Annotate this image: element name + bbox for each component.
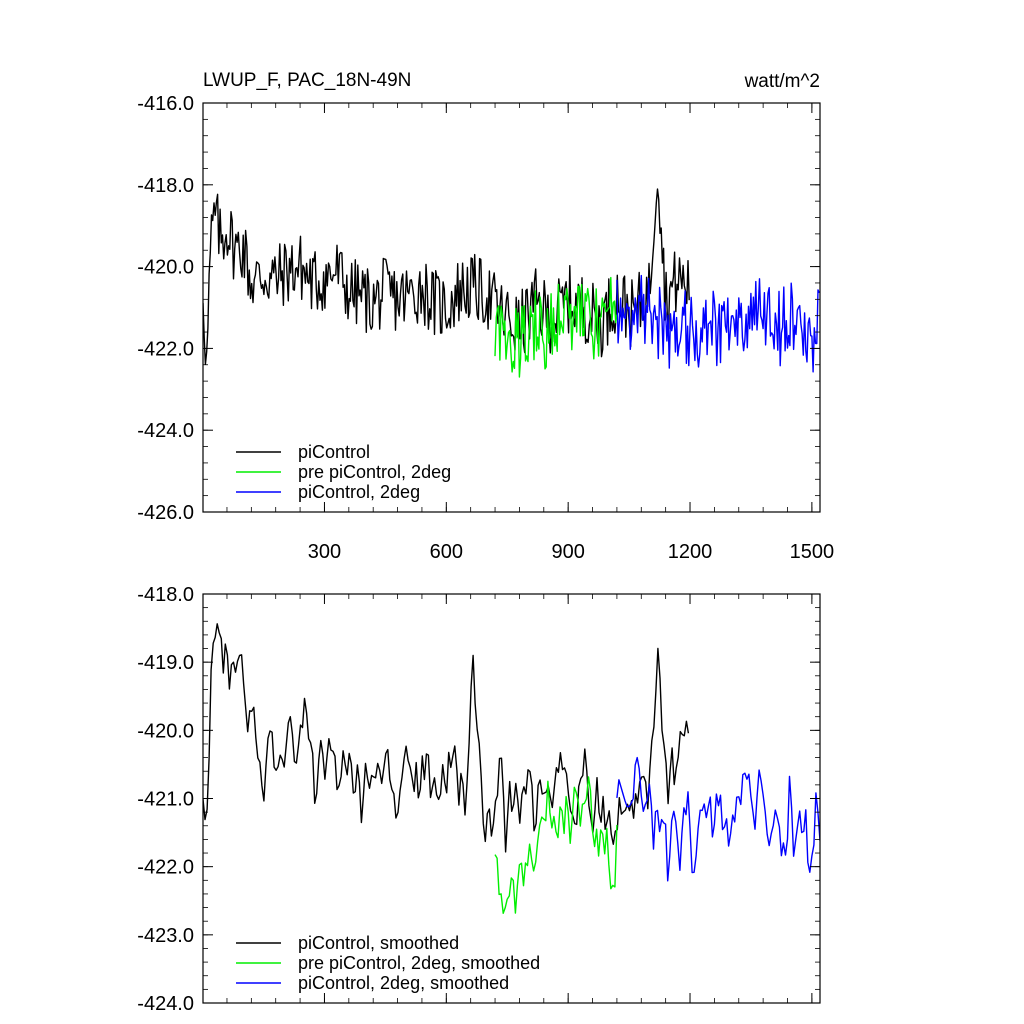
y-tick-label: -416.0 <box>137 93 194 115</box>
legend-label: piControl <box>298 442 370 462</box>
x-tick-label: 1500 <box>790 541 835 563</box>
legend-label: pre piControl, 2deg <box>298 462 451 482</box>
series-line-3 <box>616 274 820 373</box>
x-tick-label: 900 <box>551 541 584 563</box>
top-axes: -426.0 -424.0 -422.0 -420.0 -418.0 -416.0 300 6… <box>137 93 834 563</box>
legend-label: piControl, 2deg, smoothed <box>298 973 509 993</box>
bottom-axes: -424.0 -423.0 -422.0 -421.0 -420.0 -419.0 -418… <box>137 584 820 1015</box>
legend-label: piControl, 2deg <box>298 482 420 502</box>
y-tick-label: -423.0 <box>137 925 194 947</box>
legend-label: piControl, smoothed <box>298 933 459 953</box>
y-tick-label: -420.0 <box>137 257 194 279</box>
series-line-3 <box>616 756 820 882</box>
y-tick-label: -421.0 <box>137 789 194 811</box>
series-line-1 <box>203 623 690 853</box>
y-tick-label: -422.0 <box>137 857 194 879</box>
x-tick-label: 600 <box>430 541 463 563</box>
y-tick-label: -424.0 <box>137 993 194 1015</box>
units-label: watt/m^2 <box>744 71 820 92</box>
chart-title: LWUP_F, PAC_18N-49N <box>203 70 411 91</box>
series-line-2 <box>494 276 618 378</box>
y-tick-label: -426.0 <box>137 502 194 524</box>
top-plot-frame <box>202 102 821 513</box>
top-panel: LWUP_F, PAC_18N-49N watt/m^2 -426.0 -424.… <box>137 70 834 563</box>
y-tick-label: -424.0 <box>137 420 194 442</box>
top-plot-area <box>203 188 820 378</box>
series-line-2 <box>494 776 618 914</box>
y-tick-label: -420.0 <box>137 720 194 742</box>
y-tick-label: -419.0 <box>137 652 194 674</box>
series-line-1 <box>203 188 690 365</box>
x-tick-label: 300 <box>308 541 341 563</box>
y-tick-label: -422.0 <box>137 338 194 360</box>
bottom-plot-area <box>203 623 820 914</box>
bottom-panel: -424.0 -423.0 -422.0 -421.0 -420.0 -419.0 -418… <box>137 584 821 1015</box>
y-tick-label: -418.0 <box>137 175 194 197</box>
x-tick-label: 1200 <box>668 541 713 563</box>
legend-label: pre piControl, 2deg, smoothed <box>298 953 540 973</box>
y-tick-label: -418.0 <box>137 584 194 606</box>
